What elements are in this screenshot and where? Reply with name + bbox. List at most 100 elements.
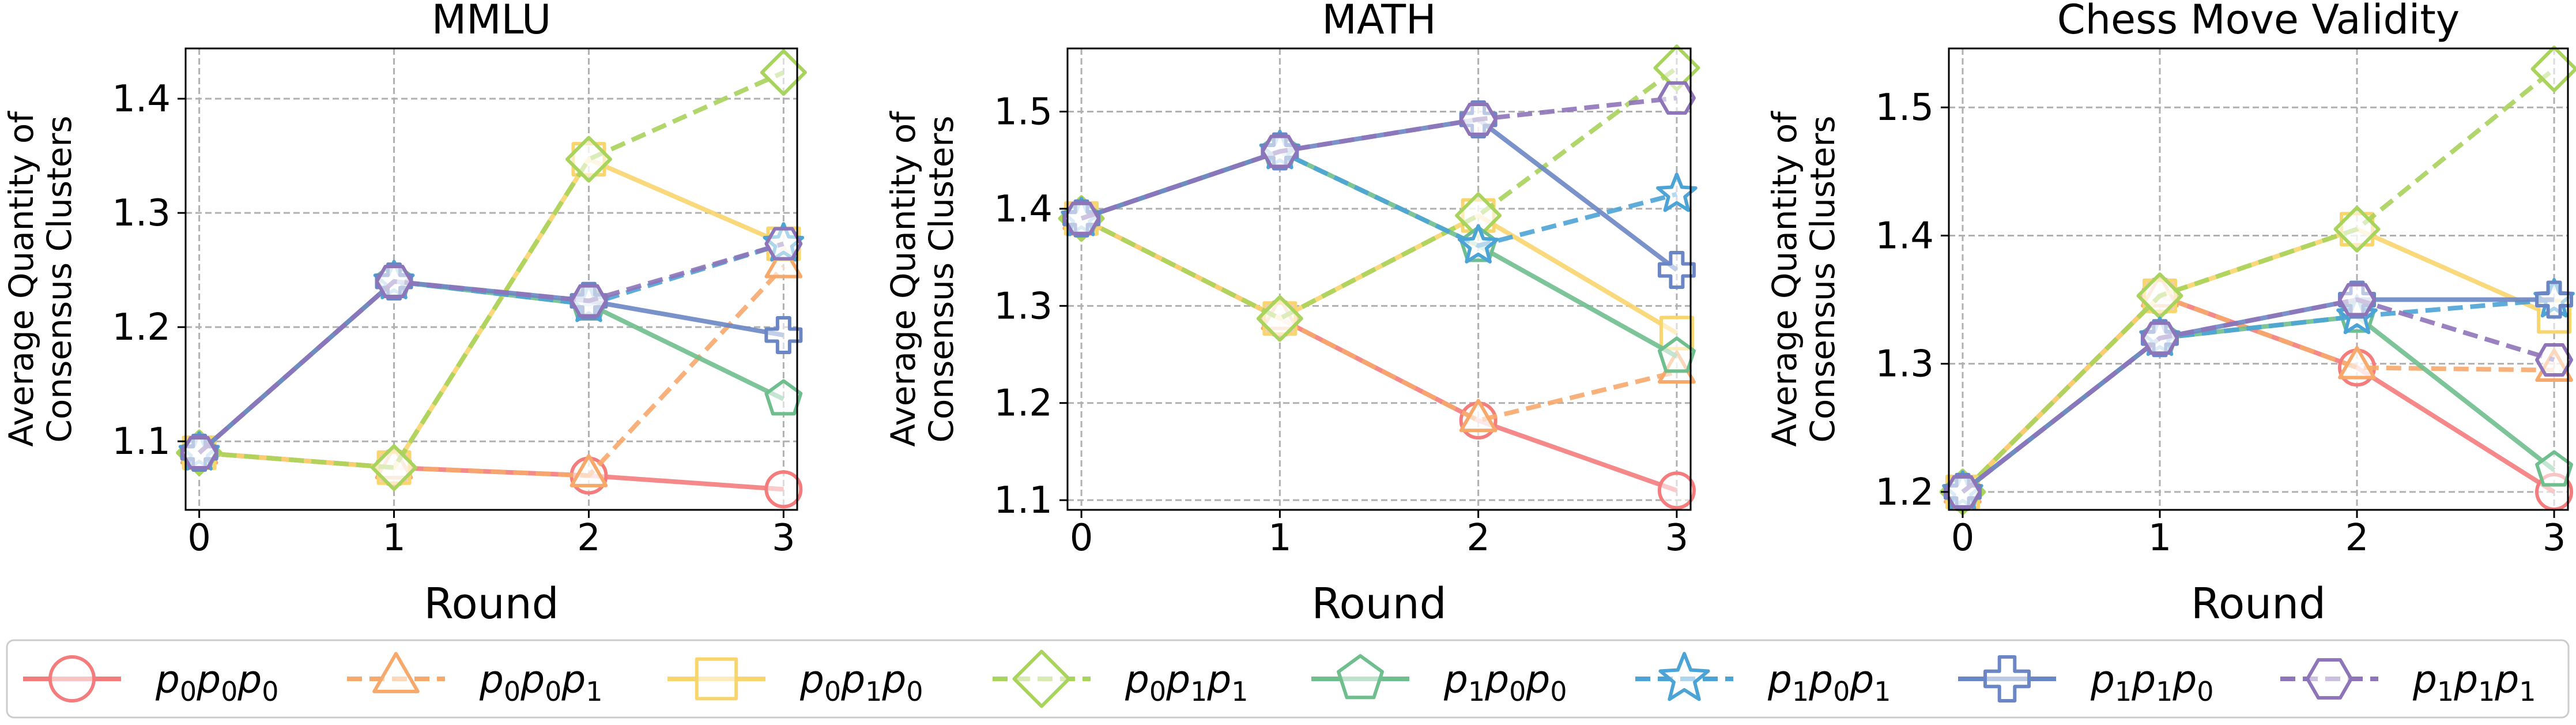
legend-label-sub: 0	[1833, 676, 1850, 707]
y-axis-label-line-2: Consensus Clusters	[1803, 115, 1842, 442]
legend-label: p1p1p1	[2412, 658, 2536, 707]
x-axis-label: Round	[1311, 579, 1446, 629]
legend-label-sub: 0	[262, 676, 278, 707]
series-p0p1p1	[176, 49, 807, 491]
y-axis-label-line-1: Average Quantity of	[884, 111, 923, 447]
series-line	[1080, 149, 1678, 359]
y-tick-label: 1.3	[112, 192, 171, 235]
legend-label-sub: 0	[504, 676, 521, 707]
legend-label-sub: 1	[1792, 676, 1809, 707]
series-line	[198, 241, 785, 454]
legend-label-base: p	[1166, 658, 1190, 702]
data-point	[1256, 295, 1303, 342]
x-tick-label: 2	[2345, 517, 2369, 559]
legend-label-base: p	[2412, 658, 2437, 702]
x-tick-label: 3	[1665, 517, 1689, 559]
y-tick-label: 1.5	[1875, 87, 1934, 129]
legend-label-base: p	[196, 658, 221, 702]
data-point	[2338, 345, 2376, 380]
legend-label-base: p	[2494, 658, 2519, 702]
legend-label-base: p	[1443, 658, 1468, 702]
x-tick-label: 1	[2148, 517, 2172, 559]
legend-label-sub: 1	[2156, 676, 2173, 707]
y-tick-label: 1.4	[112, 78, 171, 121]
legend-label-sub: 0	[1550, 676, 1567, 707]
legend-item-p0p1p0: p0p1p0	[667, 657, 923, 707]
data-point	[1062, 201, 1101, 235]
y-axis-label: Average Quantity ofConsensus Clusters	[884, 111, 961, 447]
data-point	[2333, 205, 2381, 253]
legend-label: p1p1p0	[2090, 658, 2214, 707]
legend-label-base: p	[237, 658, 262, 702]
legend-label-sub: 1	[2437, 676, 2454, 707]
series-p1p0p1	[1942, 278, 2575, 510]
series-p0p0p1	[1944, 274, 2573, 504]
legend-label-sub: 1	[1468, 676, 1485, 707]
series-p1p0p0	[1062, 132, 1696, 373]
series-p1p1p0	[1943, 280, 2574, 511]
x-tick-label: 0	[1070, 517, 1093, 559]
series-line	[1080, 213, 1678, 335]
data-point	[2530, 46, 2576, 93]
x-tick-label: 0	[1951, 517, 1975, 559]
legend-marker-star-icon	[1658, 652, 1710, 701]
y-tick-label: 1.2	[112, 306, 171, 349]
series-p1p0p1	[1061, 130, 1698, 264]
legend-label-base: p	[799, 658, 824, 702]
y-tick-label: 1.1	[994, 479, 1053, 522]
legend-label-sub: 0	[2197, 676, 2213, 707]
chart-title: MATH	[1322, 0, 1436, 43]
series-p0p0p0	[1943, 276, 2574, 511]
series-p1p0p0	[180, 261, 803, 469]
legend-label-base: p	[2453, 658, 2478, 702]
series-p0p1p0	[1064, 198, 1694, 351]
legend-marker-pentagon-icon	[1337, 654, 1384, 700]
legend-label-sub: 1	[586, 676, 602, 707]
chart-panel-2: 0 1 2 3 1.2 1.3 1.4 1.5 Chess Move Validity Round…	[1765, 0, 2576, 629]
y-tick-label: 1.2	[1875, 471, 1934, 514]
series-p1p1p1	[1943, 283, 2574, 509]
series-line	[1080, 149, 1677, 248]
y-axis-label-line-1: Average Quantity of	[2, 111, 41, 447]
data-point	[2140, 321, 2179, 355]
x-tick-label: 0	[187, 517, 211, 559]
axes-frame	[1066, 47, 1692, 511]
series-p0p1p0	[1945, 212, 2572, 509]
x-axis-label: Round	[2191, 579, 2326, 629]
data-point	[1657, 471, 1696, 510]
legend-label-sub: 1	[2519, 676, 2536, 707]
series-line	[198, 279, 785, 454]
series-p1p1p1	[180, 227, 803, 469]
legend-label-sub: 0	[180, 676, 197, 707]
data-point	[569, 454, 608, 487]
legend-label-base: p	[1525, 658, 1550, 702]
legend-label-sub: 0	[1149, 676, 1166, 707]
legend-label: p0p0p1	[479, 658, 603, 707]
legend-label-sub: 0	[545, 676, 561, 707]
legend-item-p1p0p0: p1p0p0	[1311, 654, 1567, 707]
legend-label-sub: 1	[1874, 676, 1891, 707]
legend-item-p0p0p1: p0p0p1	[347, 652, 603, 707]
legend-label-base: p	[520, 658, 545, 702]
data-point	[565, 136, 612, 183]
y-tick-label: 1.3	[994, 285, 1053, 328]
data-point	[760, 49, 807, 96]
legend-label-sub: 0	[221, 676, 237, 707]
legend-label-sub: 0	[824, 676, 841, 707]
legend-label-base: p	[1484, 658, 1509, 702]
series-line	[1080, 66, 1679, 321]
series-line	[198, 279, 785, 454]
legend-label: p0p1p1	[1125, 658, 1249, 707]
legend-label-base: p	[2131, 658, 2156, 702]
legend-label: p0p0p0	[155, 658, 279, 707]
data-point	[375, 264, 413, 298]
legend-label-base: p	[1125, 658, 1149, 702]
legend: p0p0p0 p0p0p1 p0p1p0 p0p1p1 p1p0p0 p1p0p1 p1p1…	[6, 639, 2570, 719]
data-point	[764, 316, 803, 355]
legend-frame	[6, 639, 2570, 719]
data-point	[1659, 315, 1694, 351]
data-point	[1459, 399, 1498, 433]
data-point	[1457, 224, 1499, 264]
y-tick-label: 1.4	[1875, 215, 1934, 257]
